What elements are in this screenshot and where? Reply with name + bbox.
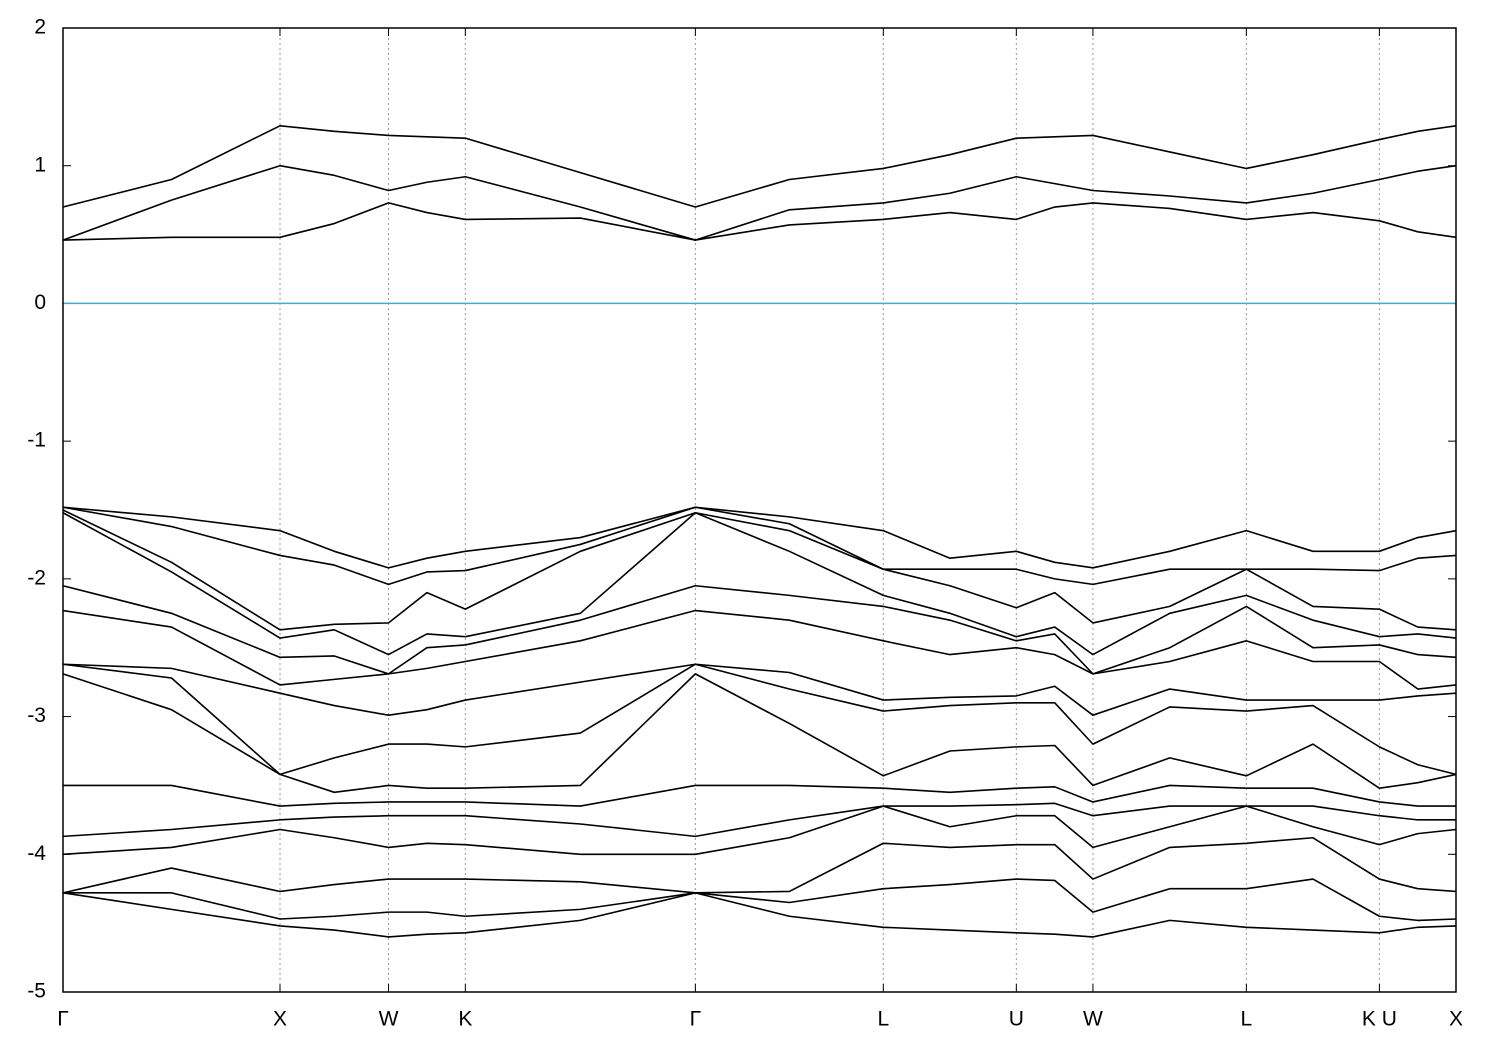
y-tick-label: 0	[34, 291, 46, 314]
y-tick-label: 2	[34, 16, 46, 39]
plot-frame	[62, 27, 1457, 993]
band-line	[63, 878, 1457, 922]
band-line	[62, 836, 1457, 894]
y-tick-label: -4	[27, 842, 46, 865]
band-line	[62, 609, 1457, 690]
x-tick-label: L	[877, 1008, 889, 1031]
band-line	[62, 663, 1457, 716]
band-line	[62, 673, 1457, 794]
band-line	[62, 663, 1457, 776]
x-tick-label: X	[273, 1008, 287, 1031]
band-line	[62, 892, 1457, 938]
band-line	[62, 164, 1457, 241]
y-tick-label: 1	[34, 153, 46, 176]
x-tick-label: K U	[1362, 1008, 1397, 1031]
x-tick-label: L	[1241, 1008, 1253, 1031]
x-tick-label: Γ	[57, 1008, 69, 1031]
band-line	[62, 506, 1457, 569]
y-tick-label: -3	[27, 704, 46, 727]
x-tick-label: U	[1009, 1008, 1024, 1031]
x-tick-label: Γ	[690, 1008, 702, 1031]
x-tick-label: K	[458, 1008, 472, 1031]
band-line	[62, 509, 1457, 631]
y-tick-label: -5	[27, 980, 46, 1003]
band-line	[62, 511, 1457, 656]
band-line	[62, 805, 1457, 856]
x-tick-label: X	[1449, 1008, 1463, 1031]
band-line	[62, 124, 1457, 208]
band-line	[63, 784, 1456, 807]
band-line	[62, 202, 1457, 241]
y-tick-label: -1	[27, 429, 46, 452]
x-tick-label: W	[1083, 1008, 1103, 1031]
band-line	[62, 584, 1457, 675]
x-tick-label: W	[379, 1008, 399, 1031]
band-line	[62, 506, 1457, 586]
y-tick-label: -2	[27, 566, 46, 589]
